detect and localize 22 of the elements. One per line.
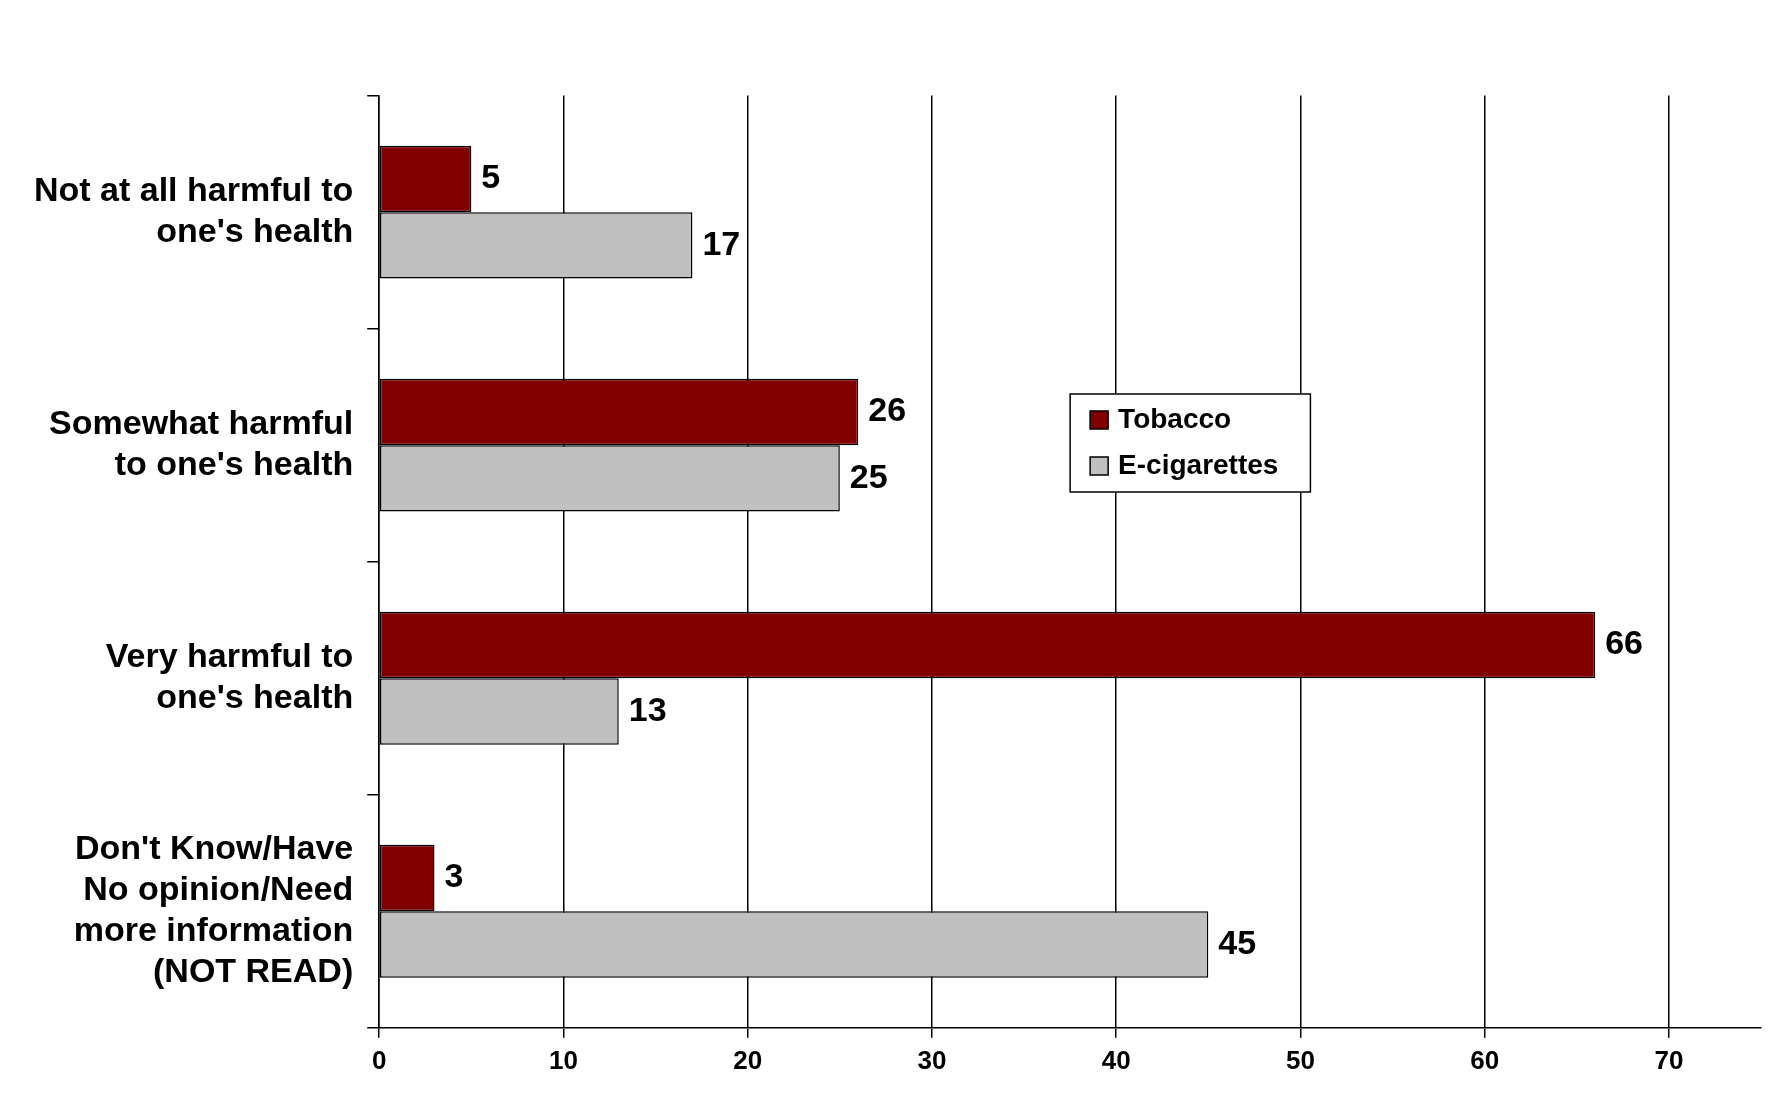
data-label: 13	[628, 689, 667, 728]
x-tick-label: 40	[1101, 1044, 1131, 1075]
y-tick-label: Don't Know/Have No opinion/Need more information (NOT READ)	[73, 828, 354, 989]
data-label: 66	[1605, 623, 1644, 662]
y-tick-label: Very harmful to one's health	[105, 636, 354, 715]
y-tick-label: Not at all harmful to one's health	[34, 170, 354, 249]
legend-label: E-cigarettes	[1118, 448, 1279, 480]
x-tick-label: 50	[1285, 1044, 1315, 1075]
data-label: 3	[444, 856, 464, 895]
x-tick-label: 10	[549, 1044, 578, 1075]
data-label: 45	[1218, 922, 1257, 961]
data-label: 26	[868, 390, 907, 429]
y-tick-label: Somewhat harmful to one's health	[49, 403, 354, 482]
x-tick-label: 70	[1654, 1044, 1684, 1075]
legend-label: Tobacco	[1118, 402, 1232, 434]
data-label: 5	[481, 157, 501, 196]
x-tick-label: 60	[1470, 1044, 1500, 1075]
x-tick-label: 30	[917, 1044, 947, 1075]
data-label: 17	[702, 223, 741, 262]
x-tick-label: 20	[733, 1044, 763, 1075]
x-tick-label: 0	[372, 1044, 387, 1075]
data-label: 25	[849, 456, 888, 495]
